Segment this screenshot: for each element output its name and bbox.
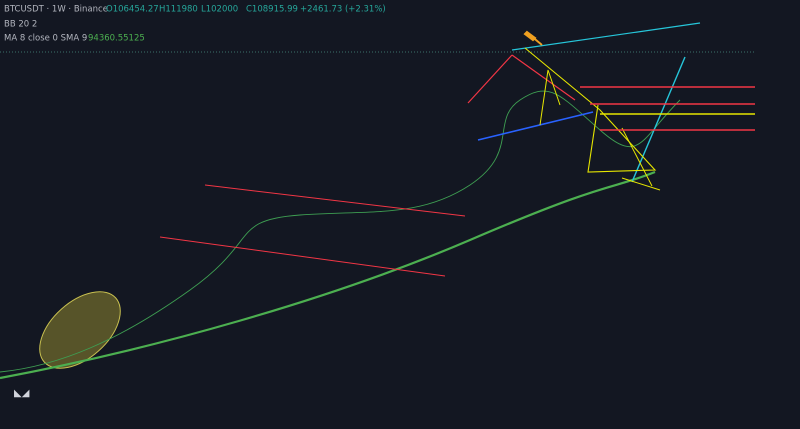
indicator-value: 94360.55125 bbox=[88, 34, 145, 44]
ohlc-high: H111980 bbox=[159, 5, 198, 15]
logo: ◣◢ bbox=[14, 388, 30, 399]
header: BTCUSDT · 1W · Binance O106454.27 H11198… bbox=[4, 5, 386, 44]
trend-line bbox=[631, 56, 686, 183]
symbol: BTCUSDT · 1W · Binance bbox=[4, 5, 108, 15]
triangle bbox=[539, 69, 561, 126]
drawings bbox=[0, 22, 755, 380]
time-axis bbox=[0, 405, 755, 429]
channel-line bbox=[204, 184, 466, 217]
pattern-line bbox=[511, 54, 576, 101]
hammer-icon bbox=[523, 30, 543, 46]
moving-average bbox=[0, 90, 681, 373]
channel-line bbox=[159, 236, 446, 277]
indicator: BB 20 2 bbox=[4, 20, 37, 30]
triangle bbox=[524, 47, 657, 173]
support-line bbox=[477, 111, 594, 141]
price-axis bbox=[755, 0, 800, 429]
pattern-line bbox=[467, 54, 513, 104]
resistance-line bbox=[511, 22, 701, 51]
ohlc-close: C108915.99 bbox=[246, 5, 298, 15]
trend-curve bbox=[0, 170, 656, 380]
ohlc-change: +2461.73 (+2.31%) bbox=[300, 5, 386, 15]
triangle bbox=[621, 127, 653, 187]
indicator: MA 8 close 0 SMA 9 bbox=[4, 34, 87, 44]
ohlc-open: O106454.27 bbox=[106, 5, 159, 15]
highlight-ellipse bbox=[39, 291, 121, 369]
triangle bbox=[621, 177, 661, 191]
ohlc-low: L102000 bbox=[201, 5, 238, 15]
